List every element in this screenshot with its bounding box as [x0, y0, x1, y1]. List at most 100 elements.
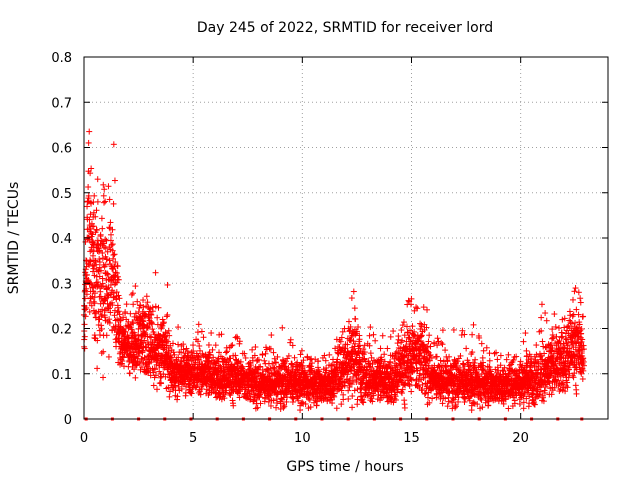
- data-point: [194, 329, 201, 336]
- data-point: [424, 306, 431, 313]
- data-point: [155, 304, 162, 311]
- data-point: [538, 314, 545, 321]
- data-point: [433, 353, 440, 360]
- y-tick-label: 0.8: [51, 51, 72, 66]
- data-point: [96, 259, 103, 266]
- data-point: [105, 183, 112, 190]
- data-point: [439, 341, 446, 348]
- data-point: [543, 317, 550, 324]
- data-point: [140, 297, 147, 304]
- data-point: [522, 330, 529, 337]
- data-point: [494, 356, 501, 363]
- data-point: [326, 351, 333, 358]
- data-point: [129, 290, 136, 297]
- data-point: [268, 332, 275, 339]
- data-point: [249, 346, 256, 353]
- data-point: [137, 366, 144, 373]
- data-point: [102, 198, 109, 205]
- data-point: [198, 328, 205, 335]
- data-point: [398, 327, 405, 334]
- data-point: [132, 354, 139, 361]
- data-point: [86, 308, 93, 315]
- data-point: [81, 333, 88, 340]
- data-point: [131, 366, 138, 373]
- data-point: [573, 390, 580, 397]
- data-point: [577, 299, 584, 306]
- data-point: [345, 387, 352, 394]
- data-point: [491, 350, 498, 357]
- data-point: [190, 342, 197, 349]
- data-point: [349, 393, 356, 400]
- data-point: [571, 288, 578, 295]
- data-point: [483, 344, 490, 351]
- data-point: [366, 332, 373, 339]
- data-point: [379, 332, 386, 339]
- data-point: [93, 261, 100, 268]
- data-point: [429, 395, 436, 402]
- data-point: [149, 326, 156, 333]
- data-point: [81, 345, 88, 352]
- y-tick-label: 0.6: [51, 142, 72, 157]
- data-point: [113, 289, 120, 296]
- x-axis-label: GPS time / hours: [286, 459, 403, 475]
- data-point: [136, 350, 143, 357]
- data-point: [96, 247, 103, 254]
- data-point: [166, 393, 173, 400]
- data-point: [95, 281, 102, 288]
- data-point: [130, 301, 137, 308]
- data-point: [84, 203, 91, 210]
- data-point: [106, 196, 113, 203]
- data-point: [113, 270, 120, 277]
- data-point: [99, 250, 106, 257]
- data-point: [110, 290, 117, 297]
- data-point: [107, 309, 114, 316]
- data-point: [146, 359, 153, 366]
- data-point: [577, 295, 584, 302]
- data-point: [572, 285, 579, 292]
- data-point: [161, 333, 168, 340]
- data-point: [183, 345, 190, 352]
- data-point: [242, 354, 249, 361]
- data-point: [367, 324, 374, 331]
- data-point: [111, 177, 118, 184]
- data-point: [101, 186, 108, 193]
- data-point: [137, 302, 144, 309]
- data-point: [87, 170, 94, 177]
- data-point: [159, 338, 166, 345]
- data-point: [570, 374, 577, 381]
- data-point: [351, 305, 358, 312]
- data-point: [100, 181, 107, 188]
- data-point: [160, 346, 167, 353]
- data-point: [287, 336, 294, 343]
- data-point: [132, 283, 139, 290]
- data-point: [279, 324, 286, 331]
- data-point: [420, 304, 427, 311]
- data-point: [102, 245, 109, 252]
- data-point: [94, 176, 101, 183]
- x-tick-label: 0: [80, 431, 88, 446]
- data-point: [91, 310, 98, 317]
- data-point: [90, 223, 97, 230]
- data-point: [144, 324, 151, 331]
- data-point: [135, 331, 142, 338]
- data-point: [107, 237, 114, 244]
- data-point: [538, 301, 545, 308]
- data-point: [212, 342, 219, 349]
- data-point: [205, 341, 212, 348]
- data-point: [147, 311, 154, 318]
- x-tick-label: 15: [403, 431, 420, 446]
- data-point: [196, 342, 203, 349]
- data-point: [86, 128, 93, 135]
- data-point: [88, 302, 95, 309]
- data-point: [132, 332, 139, 339]
- data-point: [109, 226, 116, 233]
- data-point: [103, 332, 110, 339]
- data-point: [96, 256, 103, 263]
- data-point: [486, 357, 493, 364]
- data-point: [112, 259, 119, 266]
- data-point: [147, 372, 154, 379]
- data-point: [90, 298, 97, 305]
- data-point: [103, 256, 110, 263]
- data-point: [188, 349, 195, 356]
- data-point: [152, 303, 159, 310]
